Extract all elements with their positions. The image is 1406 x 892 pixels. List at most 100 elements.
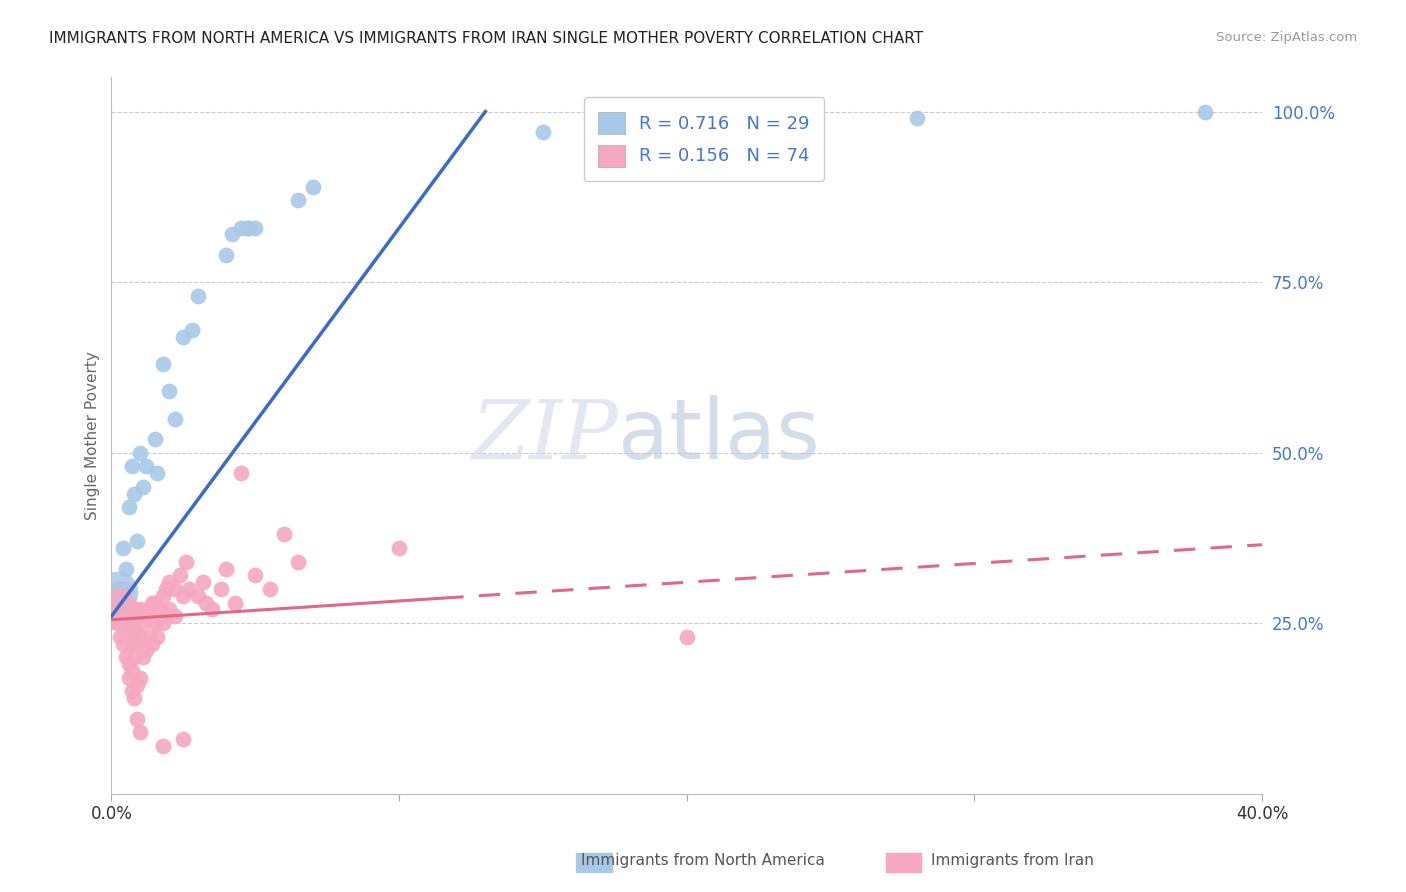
Text: Source: ZipAtlas.com: Source: ZipAtlas.com (1216, 31, 1357, 45)
Point (129, 602, 152, 616)
Point (235, 220, 257, 235)
Point (132, 480, 155, 494)
Point (146, 630, 169, 644)
Point (124, 623, 146, 637)
Point (143, 616, 166, 631)
Point (143, 432, 166, 446)
Point (201, 602, 224, 616)
Point (172, 329, 194, 343)
Text: atlas: atlas (617, 395, 820, 476)
Point (224, 596, 246, 610)
Point (157, 602, 180, 616)
Point (111, 541, 134, 555)
Point (187, 589, 209, 603)
Point (143, 596, 166, 610)
Point (146, 466, 169, 480)
Point (152, 739, 174, 753)
Point (238, 220, 260, 235)
Point (129, 630, 152, 644)
Point (152, 616, 174, 631)
Point (152, 357, 174, 371)
Point (127, 609, 149, 624)
Point (138, 602, 160, 616)
Point (118, 500, 141, 515)
Point (114, 623, 136, 637)
Point (121, 684, 143, 698)
Point (229, 220, 252, 235)
Point (193, 575, 215, 590)
Point (155, 582, 177, 596)
Point (287, 555, 309, 569)
Text: ZIP: ZIP (471, 395, 617, 475)
Point (301, 179, 323, 194)
Point (221, 227, 243, 242)
Point (135, 609, 157, 624)
Point (124, 691, 146, 706)
Point (118, 630, 141, 644)
Point (157, 575, 180, 590)
Point (118, 609, 141, 624)
Point (209, 582, 232, 596)
Point (114, 561, 136, 575)
Point (127, 534, 149, 549)
Point (172, 732, 194, 747)
Point (118, 671, 141, 685)
Point (163, 609, 186, 624)
Point (121, 664, 143, 678)
Point (129, 725, 152, 739)
Point (108, 630, 131, 644)
Point (114, 602, 136, 616)
Point (905, 112, 928, 126)
Point (287, 193, 309, 207)
Point (1194, 104, 1216, 119)
Point (245, 568, 267, 582)
Point (129, 445, 152, 459)
Point (155, 609, 177, 624)
Point (141, 637, 163, 651)
Point (129, 671, 152, 685)
Y-axis label: Single Mother Poverty: Single Mother Poverty (86, 351, 100, 520)
Point (105, 585, 128, 599)
Point (118, 657, 141, 671)
Point (132, 650, 155, 665)
Point (177, 582, 200, 596)
Point (163, 582, 186, 596)
Point (169, 568, 191, 582)
Point (138, 630, 160, 644)
Point (105, 616, 128, 631)
Text: IMMIGRANTS FROM NORTH AMERICA VS IMMIGRANTS FROM IRAN SINGLE MOTHER POVERTY CORR: IMMIGRANTS FROM NORTH AMERICA VS IMMIGRA… (49, 31, 924, 46)
Point (132, 616, 155, 631)
Text: Immigrants from Iran: Immigrants from Iran (931, 854, 1094, 868)
Point (135, 459, 157, 474)
Point (273, 527, 295, 541)
Point (245, 220, 267, 235)
Point (195, 596, 218, 610)
Point (127, 677, 149, 691)
Point (215, 248, 238, 262)
Point (111, 637, 134, 651)
Point (187, 289, 209, 303)
Text: Immigrants from North America: Immigrants from North America (581, 854, 825, 868)
Point (215, 561, 238, 575)
Point (103, 602, 125, 616)
Point (111, 596, 134, 610)
Point (124, 650, 146, 665)
Point (174, 555, 197, 569)
Point (675, 630, 697, 644)
Point (105, 602, 128, 616)
Point (111, 616, 134, 631)
Legend: R = 0.716   N = 29, R = 0.156   N = 74: R = 0.716 N = 29, R = 0.156 N = 74 (583, 97, 824, 181)
Point (141, 596, 163, 610)
Point (149, 602, 172, 616)
Point (152, 589, 174, 603)
Point (157, 384, 180, 399)
Point (146, 602, 169, 616)
Point (121, 616, 143, 631)
Point (108, 609, 131, 624)
Point (135, 643, 157, 657)
Point (172, 589, 194, 603)
Point (105, 596, 128, 610)
Point (127, 712, 149, 726)
Point (121, 459, 143, 474)
Point (531, 125, 554, 139)
